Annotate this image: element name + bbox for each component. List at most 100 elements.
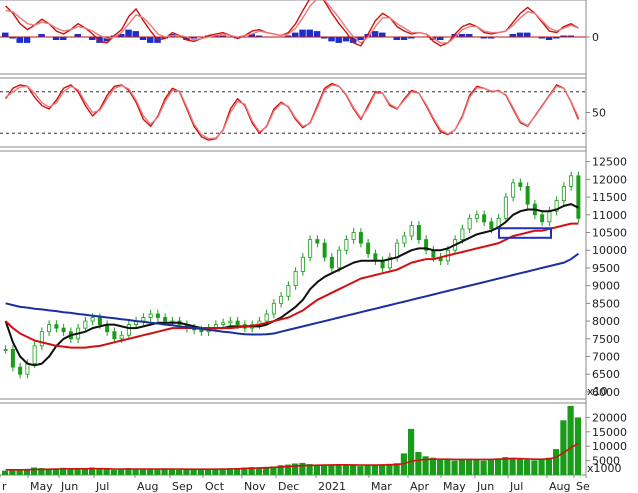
volume-ytick-label: 15000	[592, 426, 627, 439]
price-candle-body	[119, 334, 124, 340]
volume-bar	[103, 469, 110, 475]
x-axis-label: Nov	[244, 480, 266, 493]
price-candle-body	[387, 256, 392, 269]
volume-bar	[67, 468, 74, 475]
x-axis-label: Jul	[95, 480, 109, 493]
price-ytick-label: 6000	[592, 386, 620, 399]
volume-bar	[125, 468, 132, 475]
macd-histogram-bar	[118, 34, 125, 37]
x-axis-label: Jun	[60, 480, 78, 493]
price-candle-body	[329, 256, 334, 269]
volume-bar	[364, 465, 371, 475]
macd-histogram-bar	[466, 34, 473, 37]
stoch-series-line-1	[5, 84, 580, 140]
macd-histogram-bar	[103, 37, 110, 42]
macd-histogram-bar	[125, 29, 132, 37]
volume-bar	[328, 464, 335, 475]
price-candle-body	[315, 239, 320, 244]
price-candle-body	[10, 348, 15, 368]
volume-bar	[176, 469, 183, 475]
macd-series-line-0	[5, 0, 579, 47]
volume-bar	[313, 464, 320, 475]
x-axis-label: Jun	[476, 480, 494, 493]
volume-bar	[458, 459, 465, 475]
macd-series-line-1	[5, 0, 579, 44]
price-candle-body	[235, 320, 240, 325]
macd-histogram-bar	[147, 37, 154, 43]
x-axis-label: Dec	[278, 480, 299, 493]
price-candle-body	[380, 260, 385, 269]
volume-bar	[154, 469, 161, 475]
price-ytick-label: 9000	[592, 280, 620, 293]
volume-bar	[190, 469, 197, 475]
panel-frames	[0, 0, 587, 478]
price-candle-body	[409, 224, 414, 237]
macd-histogram-bar	[487, 37, 495, 39]
price-panel: 12500 12000 11500 11000 10500 10000 9500 9000 85…	[3, 156, 627, 399]
volume-multiplier-label: x1000	[587, 462, 622, 475]
volume-bar	[219, 468, 226, 475]
macd-panel: 0	[0, 0, 599, 47]
x-axis-label: Se	[576, 480, 590, 493]
volume-bar	[437, 459, 444, 475]
price-candle-body	[25, 363, 30, 375]
price-candle-body	[482, 214, 487, 223]
panel-frame-price	[0, 150, 587, 400]
price-candle-body	[148, 313, 153, 318]
x-axis-label: Oct	[205, 480, 225, 493]
x-axis-label: Mar	[371, 480, 392, 493]
volume-bar	[284, 464, 291, 475]
macd-histogram-bar	[480, 37, 487, 39]
price-candle-body	[221, 322, 226, 326]
volume-bar	[9, 470, 16, 475]
macd-histogram-bar	[306, 29, 313, 37]
macd-histogram-bar	[74, 34, 81, 37]
price-candle-body	[561, 186, 566, 202]
price-candle-body	[358, 232, 363, 244]
price-candle-body	[271, 302, 276, 315]
macd-histogram-bar	[292, 32, 299, 37]
x-axis-label: May	[30, 480, 53, 493]
volume-bar	[574, 417, 581, 475]
price-candle-body	[547, 210, 552, 223]
volume-bar	[299, 462, 306, 475]
price-candle-body	[511, 182, 516, 198]
price-ytick-label: 9500	[592, 262, 620, 275]
macd-histogram-bar	[2, 32, 9, 37]
volume-bar	[429, 457, 436, 475]
price-candle-body	[141, 317, 146, 322]
price-ytick-label: 11000	[592, 209, 627, 222]
macd-histogram-bar	[545, 37, 553, 40]
macd-histogram-bar	[408, 37, 415, 39]
volume-bar	[545, 457, 552, 475]
macd-histogram-bar	[400, 37, 408, 40]
price-ytick-label: 10000	[592, 244, 627, 257]
volume-bar	[567, 405, 574, 475]
price-ma-line-1	[4, 222, 579, 349]
price-ma-line-2	[5, 252, 579, 336]
volume-bar	[234, 468, 241, 475]
macd-histogram-bar	[371, 31, 379, 37]
price-candle-body	[279, 295, 284, 304]
price-candle-body	[3, 348, 8, 351]
price-candle-body	[32, 345, 37, 364]
volume-bar	[183, 469, 190, 475]
price-candle-body	[54, 324, 59, 329]
volume-bar	[263, 466, 270, 475]
volume-bar	[89, 467, 96, 475]
macd-histogram-bar	[38, 34, 45, 37]
price-ytick-label: 12000	[592, 173, 627, 186]
volume-bar	[422, 456, 429, 475]
volume-bar	[16, 470, 23, 475]
macd-histogram-bar	[89, 37, 96, 40]
volume-bar	[335, 464, 342, 475]
volume-bar	[74, 469, 81, 475]
price-candle-body	[322, 242, 327, 258]
volume-bar	[466, 458, 473, 475]
price-candle-body	[39, 331, 44, 347]
volume-bar	[408, 428, 415, 475]
price-ytick-label: 6500	[592, 368, 620, 381]
